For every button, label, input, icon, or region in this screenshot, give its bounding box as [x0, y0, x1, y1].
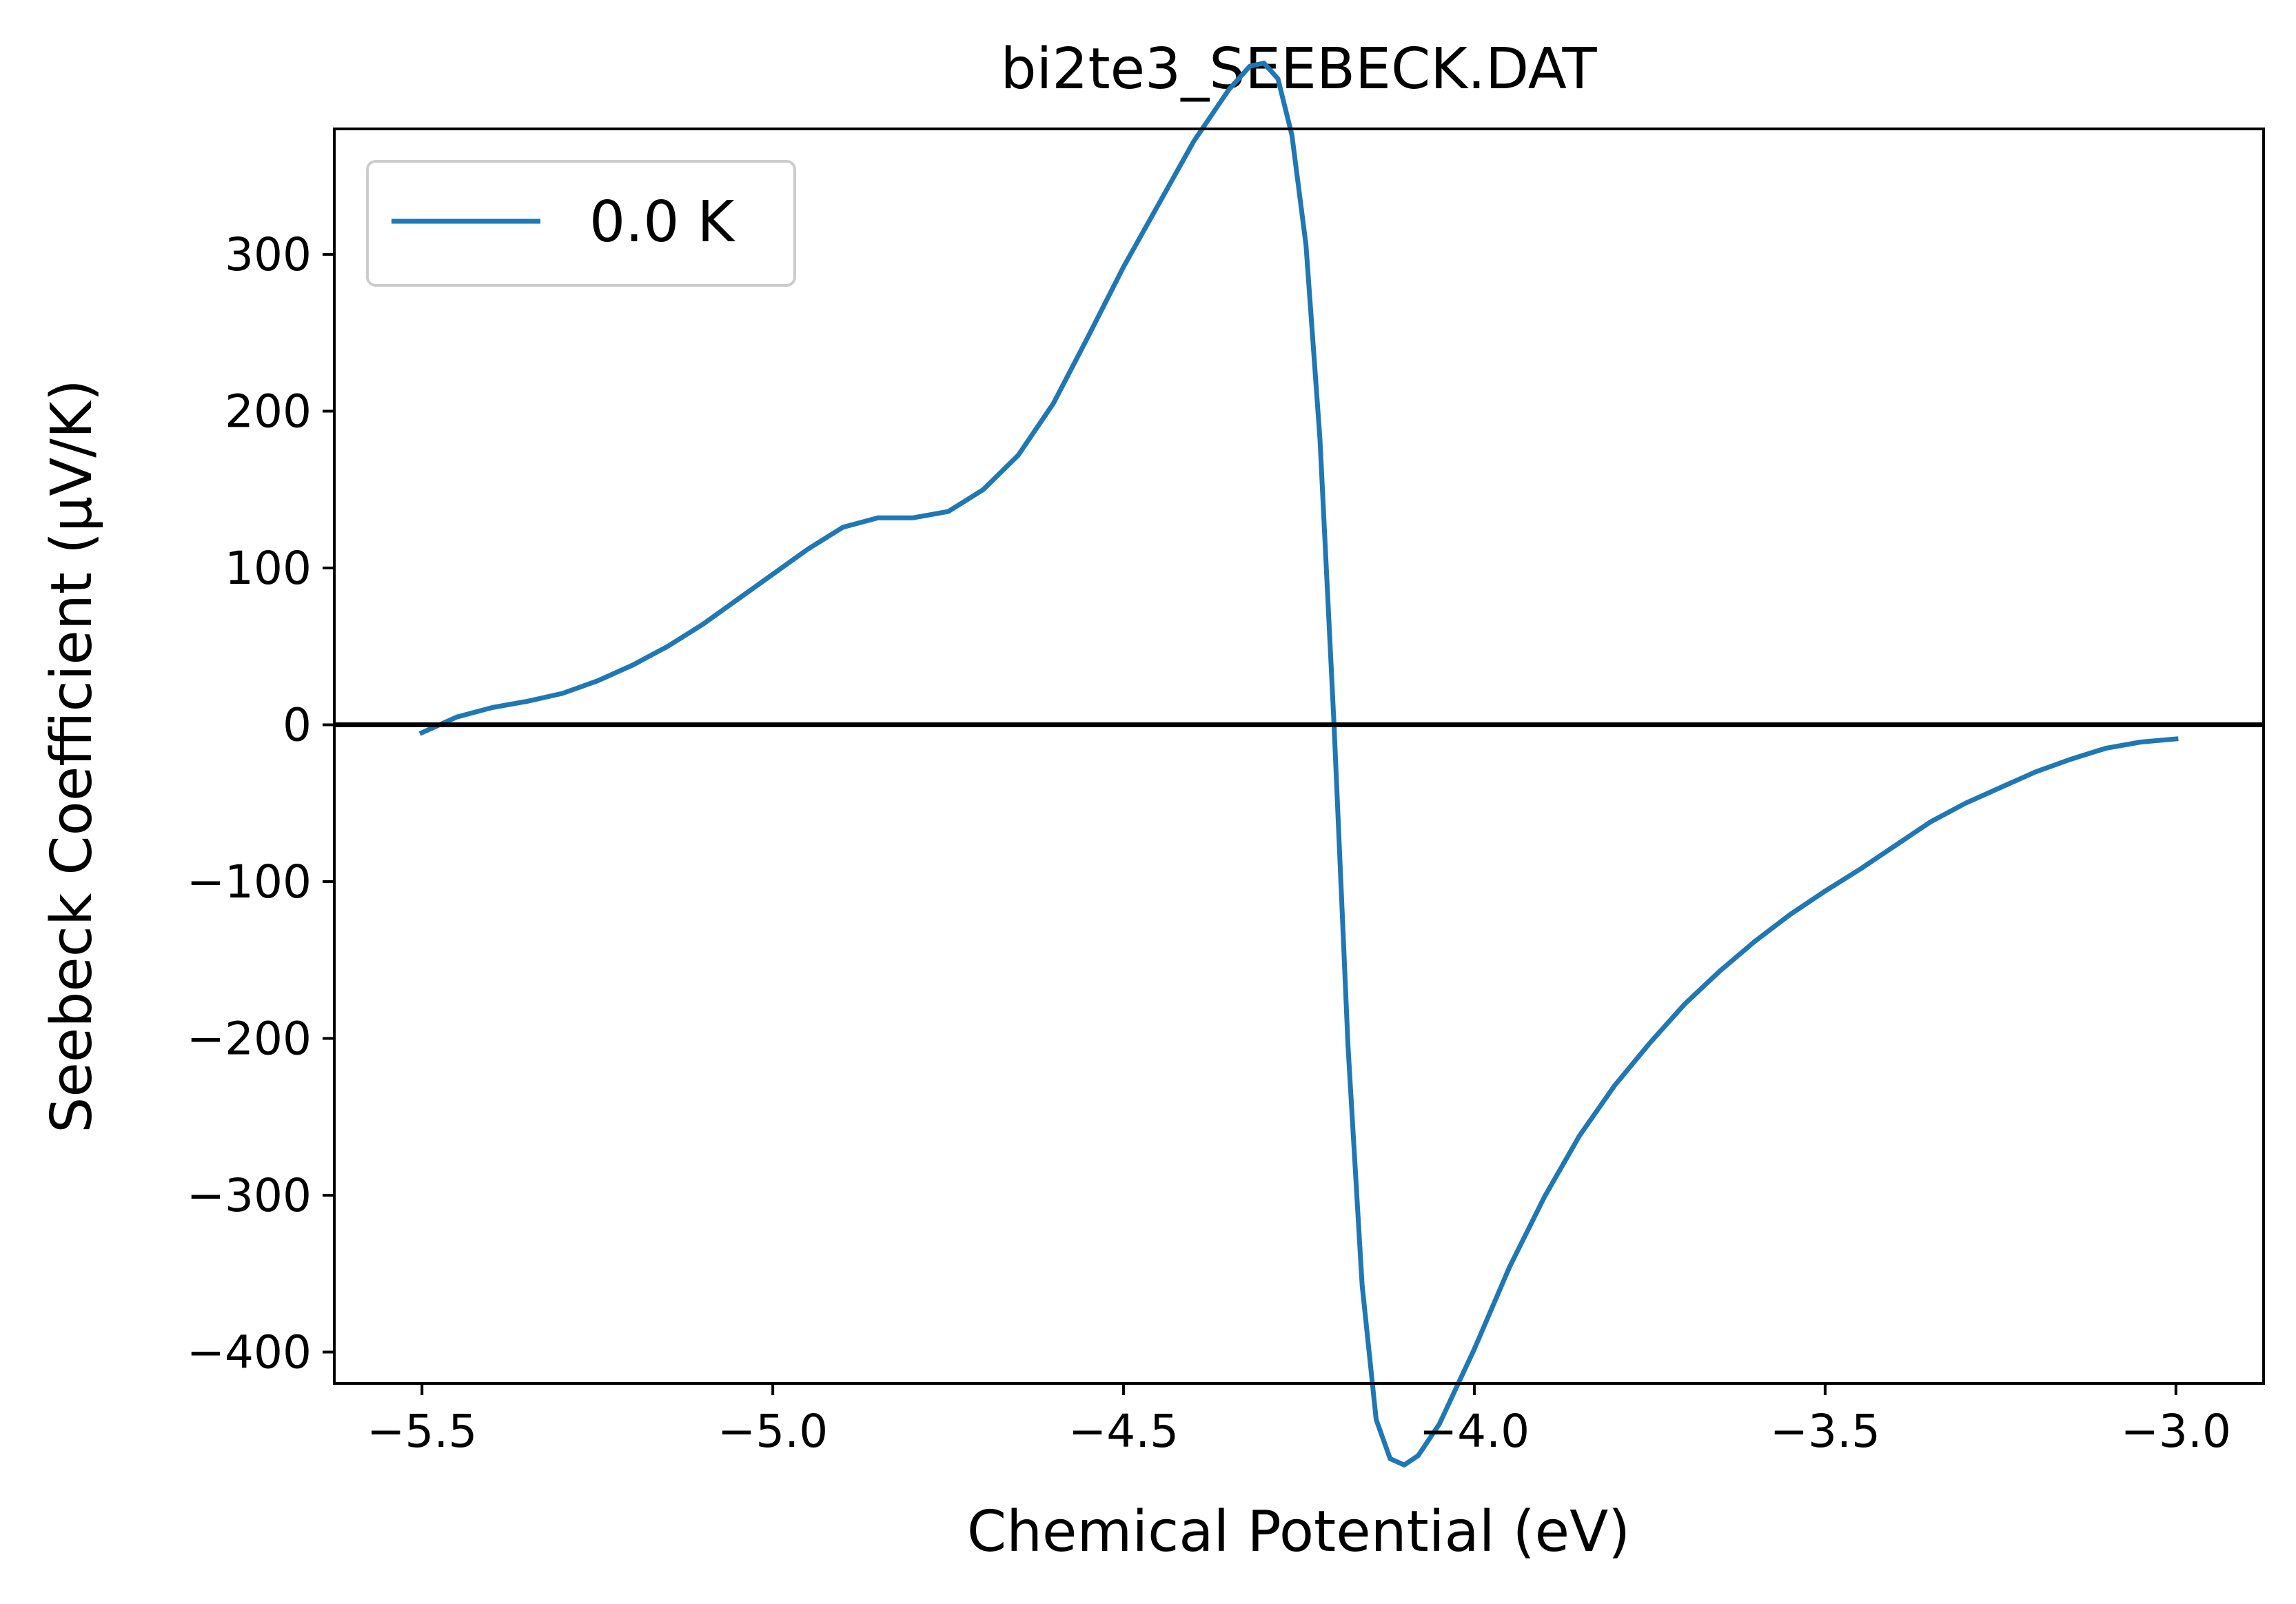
x-axis-ticks: −5.5 −5.0 −4.5 −4.0 −3.5 −3.0 — [367, 1383, 2231, 1458]
chart-title: bi2te3_SEEBECK.DAT — [1000, 37, 1597, 102]
y-tick-label: −100 — [187, 855, 312, 908]
y-axis-ticks: 300 200 100 0 −100 −200 −300 −400 — [187, 228, 334, 1379]
series-line-0-0-k — [418, 61, 2179, 1468]
x-tick-label: −4.5 — [1068, 1405, 1179, 1458]
y-tick-label: 300 — [225, 228, 312, 281]
legend-box — [366, 160, 796, 287]
x-tick-label: −3.0 — [2121, 1405, 2231, 1458]
y-tick-label: −300 — [187, 1169, 312, 1222]
y-tick-label: 200 — [225, 385, 312, 438]
y-tick-label: −200 — [187, 1013, 312, 1066]
y-axis-label: Seebeck Coefficient (μV/K) — [39, 379, 105, 1133]
legend: 0.0 K — [366, 160, 796, 287]
x-tick-label: −5.0 — [718, 1405, 828, 1458]
x-axis-label: Chemical Potential (eV) — [967, 1499, 1630, 1565]
y-tick-label: 100 — [225, 542, 312, 595]
y-tick-label: −400 — [187, 1326, 312, 1379]
x-tick-label: −5.5 — [367, 1405, 477, 1458]
y-tick-label: 0 — [283, 699, 312, 752]
plot-frame — [333, 128, 2265, 1385]
plot-area — [334, 61, 2264, 1468]
x-tick-label: −3.5 — [1770, 1405, 1880, 1458]
x-tick-label: −4.0 — [1419, 1405, 1530, 1458]
legend-label: 0.0 K — [589, 190, 735, 255]
